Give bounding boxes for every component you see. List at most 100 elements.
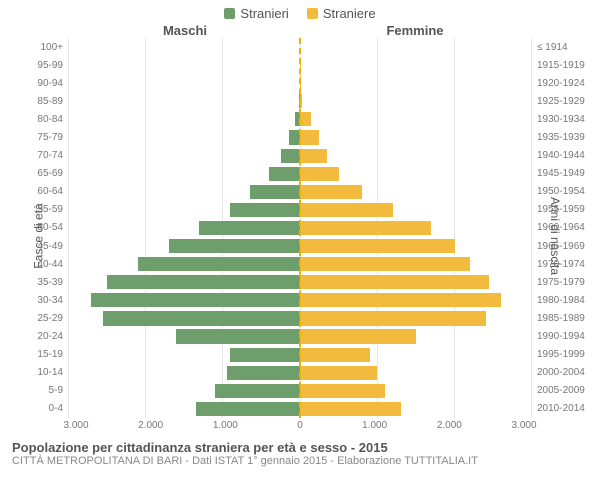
column-headers: Maschi Femmine (0, 21, 600, 38)
pyramid-row: 45-491965-1969 (68, 237, 532, 255)
swatch-male (224, 8, 235, 19)
birth-label: 1935-1939 (532, 132, 585, 143)
pyramid-row: 95-991915-1919 (68, 56, 532, 74)
bar-male (230, 348, 300, 362)
bar-female (300, 402, 401, 416)
bar-female (300, 311, 486, 325)
bar-male (107, 275, 300, 289)
bar-female (300, 293, 501, 307)
birth-label: 1965-1969 (532, 241, 585, 252)
bar-female (300, 76, 301, 90)
bar-male (269, 167, 300, 181)
bar-male (91, 293, 300, 307)
bar-male (227, 366, 300, 380)
age-label: 70-74 (37, 150, 68, 161)
bar-female (300, 384, 385, 398)
age-label: 75-79 (37, 132, 68, 143)
pyramid-row: 75-791935-1939 (68, 128, 532, 146)
legend-label-male: Stranieri (240, 6, 288, 21)
chart-area: Fasce di età Anni di nascita 100+≤ 19149… (8, 38, 592, 434)
birth-label: 1985-1989 (532, 313, 585, 324)
chart-title: Popolazione per cittadinanza straniera p… (12, 440, 588, 455)
xtick: 1.000 (213, 420, 238, 431)
birth-label: 2000-2004 (532, 367, 585, 378)
age-label: 100+ (40, 42, 68, 53)
birth-label: 1930-1934 (532, 114, 585, 125)
bar-male (196, 402, 300, 416)
age-label: 95-99 (37, 60, 68, 71)
age-label: 20-24 (37, 331, 68, 342)
plot: 100+≤ 191495-991915-191990-941920-192485… (68, 38, 532, 418)
footer: Popolazione per cittadinanza straniera p… (0, 434, 600, 467)
xtick: 3.000 (511, 420, 536, 431)
bar-male (176, 329, 300, 343)
age-label: 80-84 (37, 114, 68, 125)
bar-female (300, 94, 302, 108)
pyramid-row: 85-891925-1929 (68, 92, 532, 110)
age-label: 15-19 (37, 349, 68, 360)
bar-female (300, 149, 327, 163)
bar-female (300, 130, 319, 144)
pyramid-row: 0-42010-2014 (68, 400, 532, 418)
bar-female (300, 185, 362, 199)
bar-male (103, 311, 300, 325)
birth-label: 1920-1924 (532, 78, 585, 89)
birth-label: 1940-1944 (532, 150, 585, 161)
bar-male (281, 149, 300, 163)
bar-male (289, 130, 300, 144)
pyramid-row: 35-391975-1979 (68, 273, 532, 291)
header-right: Femmine (300, 23, 530, 38)
age-label: 0-4 (49, 403, 68, 414)
birth-label: 1995-1999 (532, 349, 585, 360)
age-label: 35-39 (37, 277, 68, 288)
pyramid-row: 50-541960-1964 (68, 219, 532, 237)
xtick: 2.000 (138, 420, 163, 431)
birth-label: 2005-2009 (532, 385, 585, 396)
pyramid-row: 55-591955-1959 (68, 201, 532, 219)
age-label: 45-49 (37, 241, 68, 252)
bar-female (300, 257, 470, 271)
pyramid-row: 5-92005-2009 (68, 382, 532, 400)
age-label: 55-59 (37, 204, 68, 215)
birth-label: 1950-1954 (532, 186, 585, 197)
pyramid-row: 25-291985-1989 (68, 309, 532, 327)
birth-label: 1960-1964 (532, 222, 585, 233)
age-label: 5-9 (49, 385, 68, 396)
bar-female (300, 203, 393, 217)
xtick: 3.000 (63, 420, 88, 431)
pyramid-row: 15-191995-1999 (68, 346, 532, 364)
age-label: 90-94 (37, 78, 68, 89)
birth-label: 1915-1919 (532, 60, 585, 71)
legend-item-male: Stranieri (224, 6, 288, 21)
swatch-female (307, 8, 318, 19)
birth-label: 1980-1984 (532, 295, 585, 306)
rows-container: 100+≤ 191495-991915-191990-941920-192485… (68, 38, 532, 418)
pyramid-row: 20-241990-1994 (68, 328, 532, 346)
age-label: 50-54 (37, 222, 68, 233)
birth-label: 1970-1974 (532, 259, 585, 270)
chart-subtitle: CITTÀ METROPOLITANA DI BARI - Dati ISTAT… (12, 455, 588, 467)
header-left: Maschi (70, 23, 300, 38)
pyramid-row: 80-841930-1934 (68, 110, 532, 128)
bar-female (300, 239, 455, 253)
age-label: 25-29 (37, 313, 68, 324)
bar-female (300, 167, 339, 181)
pyramid-row: 60-641950-1954 (68, 183, 532, 201)
bar-male (199, 221, 300, 235)
birth-label: 1955-1959 (532, 204, 585, 215)
legend-item-female: Straniere (307, 6, 376, 21)
bar-female (300, 366, 377, 380)
birth-label: 2010-2014 (532, 403, 585, 414)
pyramid-row: 40-441970-1974 (68, 255, 532, 273)
bar-male (230, 203, 300, 217)
xaxis: 3.0002.0001.00001.0002.0003.000 (76, 420, 524, 434)
bar-female (300, 112, 311, 126)
bar-female (300, 348, 370, 362)
bar-female (300, 221, 431, 235)
pyramid-row: 30-341980-1984 (68, 291, 532, 309)
age-label: 65-69 (37, 168, 68, 179)
bar-male (215, 384, 300, 398)
xtick: 2.000 (437, 420, 462, 431)
birth-label: 1990-1994 (532, 331, 585, 342)
pyramid-row: 70-741940-1944 (68, 147, 532, 165)
